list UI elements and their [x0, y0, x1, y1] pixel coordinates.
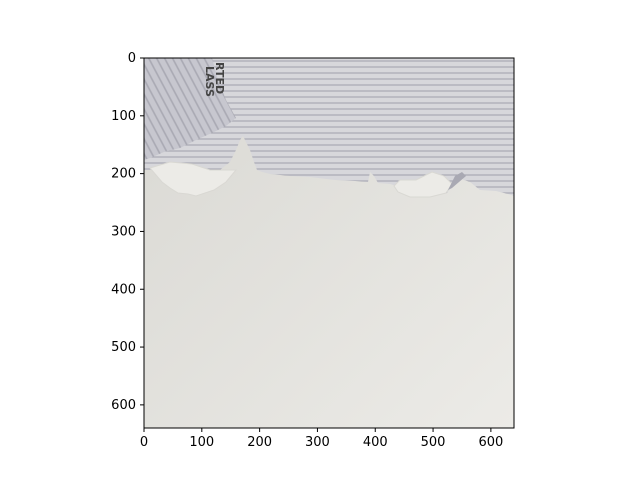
- envelope-lining-left: [144, 58, 236, 160]
- y-tick-label: 300: [111, 224, 136, 239]
- torn-curl-right: [393, 171, 453, 198]
- x-tick-label: 400: [363, 435, 388, 450]
- torn-curl-shadow: [448, 172, 466, 190]
- y-tick-label: 200: [111, 167, 136, 182]
- y-tick-label: 100: [111, 109, 136, 124]
- y-tick-label: 400: [111, 282, 136, 297]
- x-tick-label: 500: [421, 435, 446, 450]
- x-tick-label: 0: [140, 435, 148, 450]
- y-axis: 0 100 200 300 400 500 600: [111, 51, 144, 413]
- plot-frame: [143, 57, 515, 429]
- x-tick-label: 300: [305, 435, 330, 450]
- x-axis: 0 100 200 300 400 500 600: [140, 428, 503, 450]
- printed-text-2: LASS: [203, 66, 216, 97]
- torn-envelope-flap: [144, 58, 514, 197]
- x-tick-label: 100: [189, 435, 214, 450]
- printed-text-1: RTED: [213, 62, 226, 94]
- x-tick-label: 200: [247, 435, 272, 450]
- torn-tab-left: [149, 161, 238, 197]
- y-tick-label: 500: [111, 340, 136, 355]
- y-tick-label: 0: [128, 51, 136, 66]
- x-tick-label: 600: [478, 435, 503, 450]
- y-tick-label: 600: [111, 398, 136, 413]
- photo-image: RTED LASS: [144, 58, 514, 428]
